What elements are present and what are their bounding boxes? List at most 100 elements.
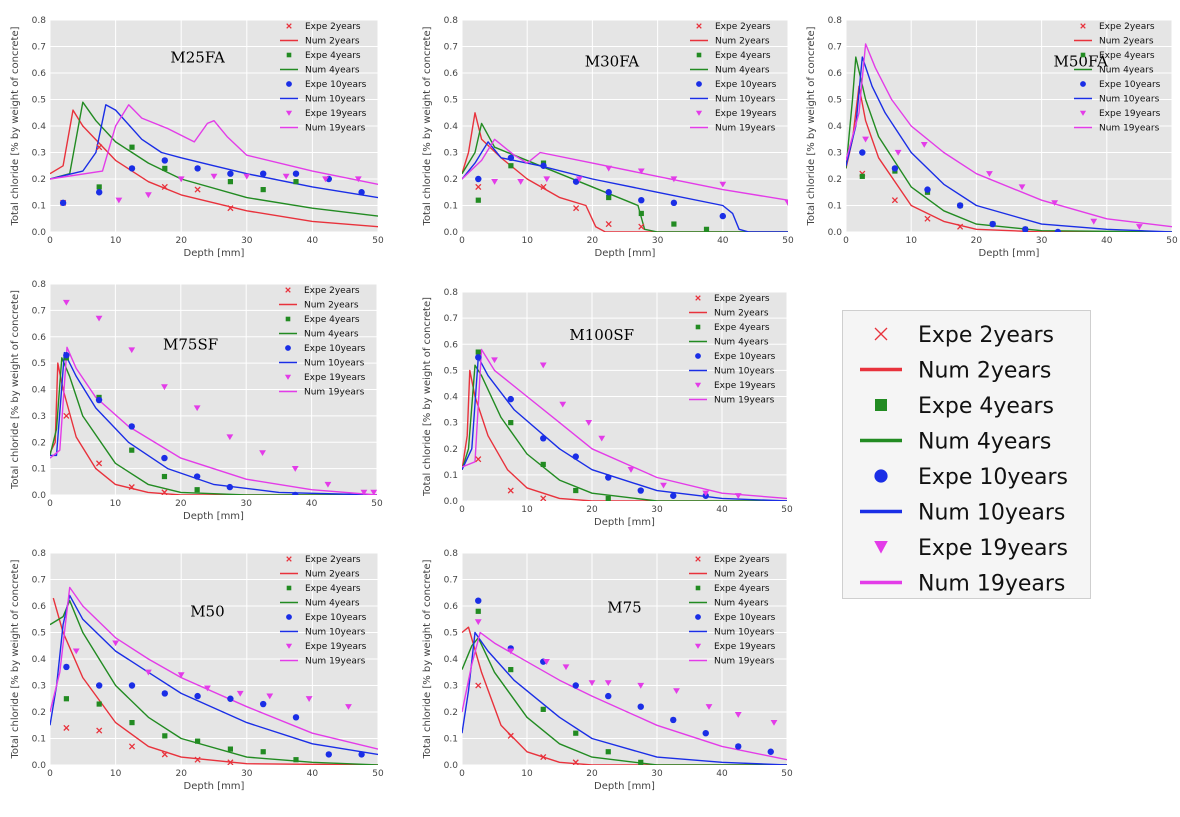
- expe-point-19years: [543, 176, 551, 183]
- y-tick-label: 0.1: [444, 471, 458, 481]
- y-tick-label: 0.4: [444, 393, 459, 403]
- num-line-10years: [846, 56, 1172, 232]
- expe-point-10years: [637, 487, 644, 494]
- legend-label: Num 4years: [714, 338, 769, 348]
- legend-marker-swatch: [695, 110, 703, 116]
- big-legend-entry: Expe 2years: [874, 323, 1054, 348]
- legend-marker-swatch: [286, 614, 292, 620]
- expe-point-4years: [475, 608, 481, 614]
- expe-point-2years: [63, 412, 70, 419]
- legend-entry: Num 10years: [280, 95, 366, 105]
- x-tick-label: 0: [459, 505, 465, 515]
- legend-entry: Expe 2years: [1080, 22, 1155, 32]
- expe-point-10years: [638, 197, 645, 204]
- big-legend-entry: Num 4years: [860, 430, 1051, 455]
- chart-panel-m25fa: 0 10 20 30 40 50 0.0 0.1 0.2 0.3 0.4 0.5 0.6 0.7 0.8 De…: [10, 16, 384, 259]
- expe-point-10years: [292, 491, 299, 495]
- expe-point-10years: [475, 354, 482, 361]
- expe-point-19years: [370, 489, 377, 495]
- y-tick-label: 0.6: [32, 333, 47, 343]
- legend-entry: Expe 19years: [694, 642, 776, 652]
- plot-series: [50, 299, 377, 495]
- plot-series: [846, 43, 1172, 232]
- legend-label: Expe 19years: [305, 109, 367, 119]
- expe-point-19years: [660, 482, 667, 489]
- y-tick-label: 0.6: [444, 340, 459, 350]
- combined-legend: Expe 2years Num 2years Expe 4years Num 4yea…: [842, 310, 1091, 599]
- legend-label: Expe 2years: [305, 555, 361, 565]
- expe-point-10years: [260, 700, 267, 708]
- legend-entry: Num 2years: [280, 37, 360, 47]
- legend-entry: Num 19years: [279, 388, 365, 398]
- expe-point-10years: [891, 165, 899, 172]
- expe-point-4years: [859, 173, 865, 179]
- expe-point-2years: [161, 183, 168, 191]
- expe-point-19years: [161, 384, 168, 391]
- expe-point-2years: [540, 183, 547, 191]
- legend-entry: Expe 4years: [695, 323, 770, 333]
- legend-label: Num 4years: [304, 330, 359, 340]
- x-axis-label: Depth [mm]: [595, 248, 656, 259]
- expe-point-10years: [924, 186, 931, 193]
- expe-point-19years: [282, 173, 290, 180]
- expe-point-19years: [604, 680, 612, 687]
- legend-label: Expe 10years: [714, 352, 776, 362]
- y-axis-label: Total chloride [% by weight of concrete]: [806, 26, 817, 226]
- x-axis-label: Depth [mm]: [184, 781, 245, 792]
- x-tick-label: 20: [586, 505, 598, 515]
- x-tick-label: 20: [175, 236, 187, 246]
- legend-label: Num 2years: [715, 37, 770, 47]
- expe-point-19years: [305, 696, 313, 702]
- expe-point-2years: [475, 183, 482, 191]
- legend-entry: Expe 4years: [695, 584, 770, 594]
- expe-point-10years: [507, 154, 515, 161]
- y-tick-label: 0.4: [828, 122, 843, 132]
- legend-marker-swatch: [1080, 52, 1086, 58]
- expe-point-4years: [194, 487, 200, 493]
- expe-point-19years: [243, 173, 251, 180]
- legend-entry: Num 19years: [280, 124, 366, 134]
- y-tick-label: 0.3: [32, 412, 46, 422]
- expe-point-19years: [605, 165, 613, 172]
- expe-point-4years: [129, 144, 135, 150]
- y-tick-label: 0.2: [32, 708, 46, 718]
- legend-entry: Num 19years: [689, 396, 775, 406]
- expe-point-10years: [128, 682, 136, 689]
- expe-point-10years: [572, 178, 580, 185]
- legend-label: Expe 19years: [714, 381, 776, 391]
- expe-point-10years: [292, 170, 300, 177]
- plot-series: [462, 348, 787, 501]
- x-tick-label: 30: [240, 499, 252, 509]
- big-legend-label: Expe 2years: [918, 323, 1054, 348]
- expe-point-19years: [627, 467, 635, 473]
- y-tick-label: 0.3: [32, 149, 46, 159]
- expe-point-10years: [358, 751, 365, 758]
- legend-entry: Num 4years: [1074, 66, 1154, 76]
- legend-marker-swatch: [696, 23, 702, 29]
- expe-point-10years: [227, 170, 234, 177]
- expe-point-2years: [161, 751, 168, 758]
- expe-point-19years: [491, 357, 498, 364]
- legend-marker-swatch: [694, 382, 702, 388]
- expe-point-10years: [96, 682, 103, 689]
- expe-point-4years: [606, 194, 612, 201]
- expe-point-19years: [1051, 200, 1059, 207]
- num-line-10years: [50, 594, 378, 756]
- legend-label: Expe 2years: [714, 294, 770, 304]
- legend-label: Expe 10years: [715, 80, 777, 90]
- legend-entry: Num 2years: [1074, 37, 1154, 47]
- x-axis-label: Depth [mm]: [594, 517, 655, 528]
- big-legend-entry: Expe 19years: [874, 536, 1068, 561]
- expe-point-10years: [161, 157, 168, 164]
- big-legend-label: Num 19years: [918, 572, 1065, 597]
- expe-point-10years: [475, 597, 482, 604]
- expe-point-19years: [543, 659, 550, 665]
- x-tick-label: 10: [521, 769, 533, 779]
- chart-panel-m30fa: 0 10 20 30 40 50 0.0 0.1 0.2 0.3 0.4 0.5 0.6 0.7 0.8 De…: [422, 16, 794, 259]
- y-tick-label: 0.4: [32, 386, 47, 396]
- legend-label: Num 2years: [304, 301, 359, 311]
- expe-point-4years: [129, 720, 135, 726]
- panel-title: M25FA: [170, 48, 225, 66]
- expe-point-4years: [161, 473, 168, 480]
- big-legend-entry: Num 2years: [860, 359, 1051, 384]
